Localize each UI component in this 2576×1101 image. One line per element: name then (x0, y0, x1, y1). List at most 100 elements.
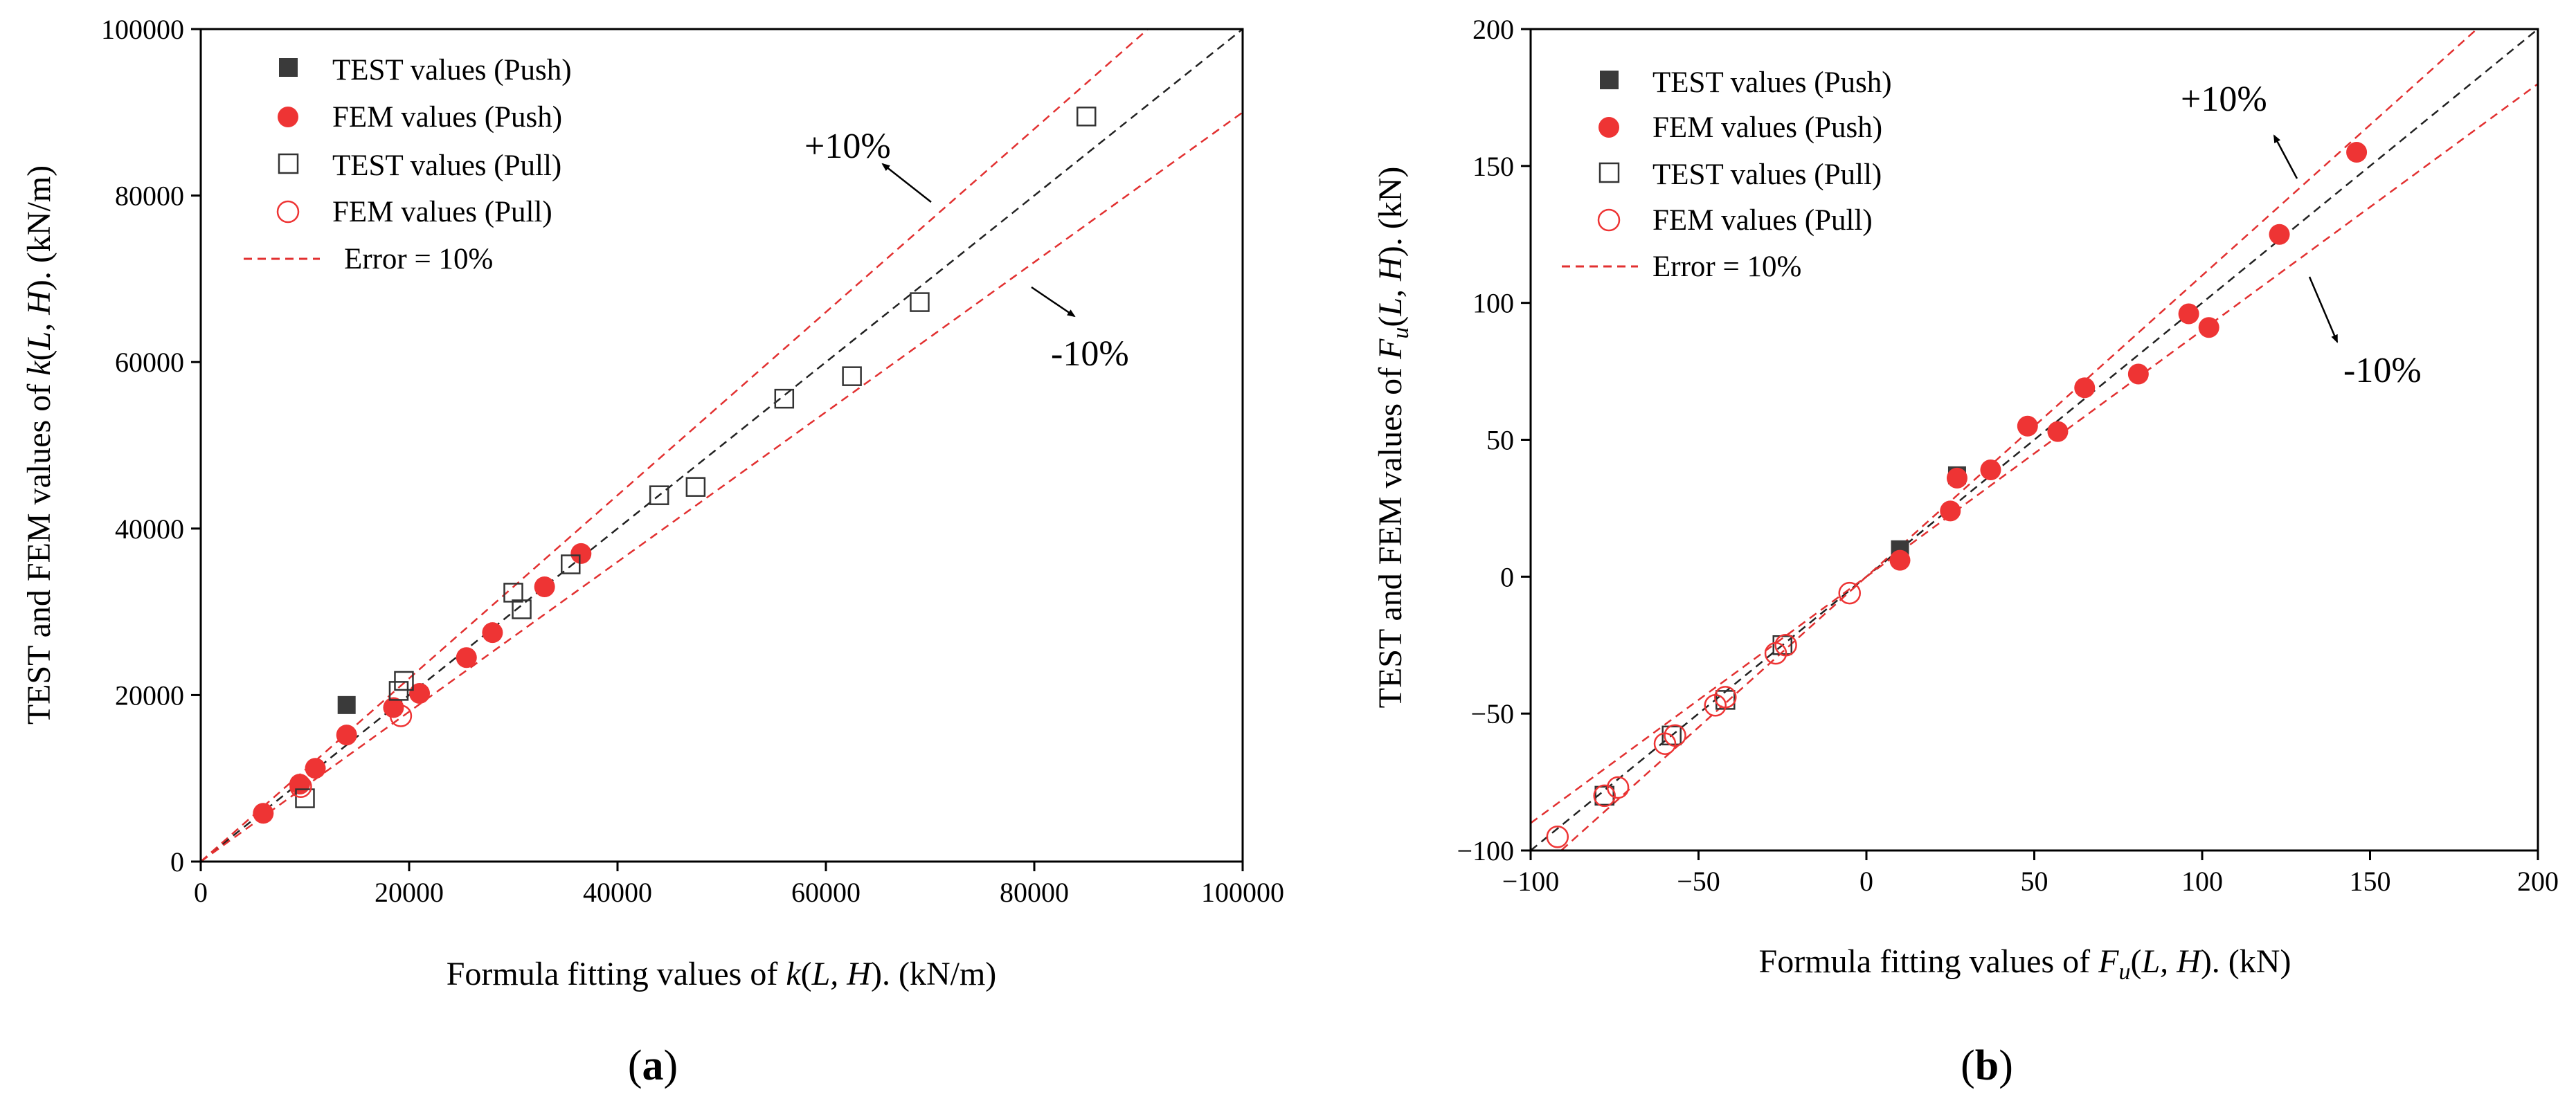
point-a-fem-push-7 (482, 622, 503, 644)
y-tick-label-b-6: 200 (1472, 14, 1514, 45)
reference-line-b-plus10 (1560, 29, 2478, 850)
legend-b-marker-fem-push (1598, 117, 1619, 138)
arrow-b-minus10 (2308, 276, 2339, 343)
point-b-test-pull-0 (1594, 785, 1614, 806)
x-tick-label-b-0: −100 (1502, 866, 1560, 897)
point-a-test-pull-8 (774, 388, 795, 409)
x-axis-label-a: Formula fitting values of k(L, H). (kN/m… (447, 956, 997, 992)
legend-b-label-fem-push: FEM values (Push) (1652, 111, 1882, 144)
point-b-fem-pull-8 (1774, 634, 1797, 657)
y-tick-label-a-2: 40000 (115, 513, 184, 545)
point-b-fem-pull-9 (1838, 581, 1861, 605)
point-a-test-push-0 (337, 695, 356, 714)
y-tick-label-b-5: 150 (1472, 151, 1514, 182)
reference-line-b-minus10 (1531, 83, 2538, 824)
chart-panel-a: 0 20000 40000 60000 80000 100000 0 20000 40000 60… (21, 14, 1284, 1089)
y-tick-label-b-4: 100 (1472, 288, 1514, 319)
y-tick-label-b-2: 0 (1500, 561, 1514, 592)
x-axis-label-b: Formula fitting values of Fu(L, H). (kN) (1759, 943, 2291, 985)
point-b-fem-pull-4 (1664, 724, 1686, 747)
chart-panel-b: −100 −50 0 50 100 150 200 −100 −50 0 50 100 150 200 T… (1372, 14, 2559, 1089)
plot-frame-a (199, 28, 1244, 863)
reference-line-a-minus10 (201, 111, 1243, 862)
x-tick-label-b-6: 200 (2517, 866, 2559, 897)
legend-a-label-test-push: TEST values (Push) (332, 54, 572, 87)
y-tick-label-a-0: 0 (170, 846, 184, 877)
x-tick-label-a-2: 40000 (583, 877, 652, 908)
point-a-test-pull-11 (1077, 107, 1097, 127)
point-a-fem-push-6 (456, 647, 477, 668)
annotation-a-plus10: +10% (804, 127, 891, 166)
point-a-test-pull-2 (394, 671, 414, 691)
legend-b-label-test-pull: TEST values (Pull) (1652, 158, 1882, 191)
arrow-b-plus10 (2273, 134, 2298, 179)
legend-a-marker-fem-pull (276, 200, 300, 224)
arrow-a-plus10 (881, 163, 932, 203)
point-b-fem-push-2 (1946, 467, 1967, 489)
legend-a-marker-test-pull (278, 153, 299, 174)
point-a-fem-push-0 (253, 803, 274, 824)
x-tick-label-b-3: 50 (2021, 866, 2048, 897)
point-b-fem-push-6 (2074, 377, 2096, 399)
point-b-fem-pull-1 (1593, 784, 1616, 808)
annotation-a-minus10: -10% (1051, 334, 1129, 374)
x-tick-label-a-3: 60000 (791, 877, 861, 908)
y-tick-label-a-5: 100000 (101, 14, 184, 45)
arrow-a-minus10 (1031, 286, 1076, 318)
reference-line-a-equal (201, 29, 1243, 862)
legend-b-label-fem-pull: FEM values (Pull) (1652, 204, 1873, 237)
y-tick-label-a-1: 20000 (115, 680, 184, 711)
point-b-fem-push-0 (1889, 549, 1911, 571)
point-a-fem-push-9 (570, 543, 592, 564)
point-a-test-pull-0 (295, 788, 315, 808)
x-tick-label-a-1: 20000 (375, 877, 444, 908)
point-b-fem-push-8 (2178, 303, 2199, 325)
x-tick-label-b-4: 100 (2181, 866, 2223, 897)
panel-label-b: (b) (1961, 1042, 2013, 1089)
legend-a-label-fem-pull: FEM values (Pull) (332, 196, 552, 228)
point-a-test-pull-1 (388, 681, 409, 701)
point-b-fem-push-11 (2346, 142, 2368, 163)
legend-b-marker-test-pull (1598, 162, 1620, 183)
legend-b-label-test-push: TEST values (Push) (1652, 66, 1892, 99)
legend-b-label-error: Error = 10% (1652, 251, 1801, 283)
annotation-b-minus10: -10% (2343, 351, 2422, 390)
legend-a-marker-fem-push (278, 107, 298, 127)
reference-line-b-equal (1531, 29, 2538, 850)
x-tick-label-a-0: 0 (194, 877, 208, 908)
panel-label-a: (a) (628, 1042, 678, 1089)
point-a-fem-pull-0 (289, 775, 312, 798)
legend-a-label-test-pull: TEST values (Pull) (332, 149, 561, 182)
point-b-fem-push-3 (1980, 459, 2001, 481)
point-b-fem-pull-0 (1546, 825, 1569, 848)
point-b-fem-push-1 (1940, 500, 1961, 522)
y-tick-label-a-4: 80000 (115, 181, 184, 212)
legend-a: TEST values (Push) FEM values (Push) TES… (244, 54, 572, 275)
legend-a-label-error: Error = 10% (344, 243, 493, 275)
point-a-test-pull-4 (512, 599, 532, 619)
x-tick-label-a-5: 100000 (1201, 877, 1284, 908)
x-tick-label-a-4: 80000 (1000, 877, 1069, 908)
legend-b-marker-test-push (1600, 71, 1619, 89)
point-a-fem-pull-1 (389, 704, 413, 727)
point-b-fem-pull-6 (1714, 686, 1737, 709)
reference-line-a-plus10 (201, 29, 1150, 862)
legend-b: TEST values (Push) FEM values (Push) TES… (1562, 66, 1892, 283)
point-a-fem-push-3 (336, 725, 357, 746)
y-axis-label-a: TEST and FEM values of k(L, H). (kN/m) (21, 165, 57, 725)
y-tick-label-a-3: 60000 (115, 347, 184, 378)
legend-a-label-fem-push: FEM values (Push) (332, 101, 562, 134)
y-axis-label-b: TEST and FEM values of Fu(L, H). (kN) (1372, 167, 1414, 709)
y-tick-label-b-3: 50 (1486, 425, 1514, 456)
annotation-b-plus10: +10% (2181, 80, 2267, 119)
x-tick-label-b-1: −50 (1677, 866, 1720, 897)
legend-a-marker-test-push (279, 58, 298, 77)
point-b-fem-push-7 (2127, 363, 2149, 385)
point-a-test-pull-6 (649, 485, 669, 505)
x-tick-label-b-2: 0 (1859, 866, 1873, 897)
y-tick-label-b-1: −50 (1470, 698, 1514, 729)
x-tick-label-b-5: 150 (2350, 866, 2391, 897)
point-b-fem-push-10 (2269, 224, 2290, 245)
point-a-test-pull-9 (842, 366, 862, 386)
